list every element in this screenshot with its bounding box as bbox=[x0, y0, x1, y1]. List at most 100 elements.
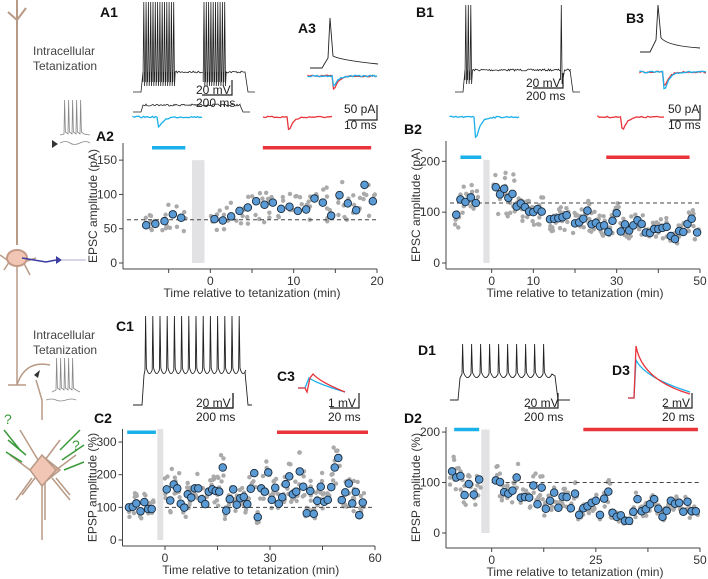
mean-point bbox=[225, 494, 234, 504]
raw-point bbox=[336, 200, 341, 205]
raw-point bbox=[475, 194, 481, 200]
raw-point bbox=[372, 192, 378, 197]
trace-c1 bbox=[133, 315, 252, 406]
mean-point bbox=[214, 487, 224, 496]
mean-point bbox=[583, 206, 592, 215]
mean-point bbox=[620, 220, 630, 229]
raw-point bbox=[465, 473, 471, 479]
raw-point bbox=[565, 219, 570, 225]
y-tick-label: 0 bbox=[433, 256, 440, 270]
raw-point bbox=[253, 212, 258, 218]
x-tick-label: 0 bbox=[162, 551, 169, 565]
mean-point bbox=[313, 496, 322, 506]
mean-point bbox=[310, 194, 319, 203]
raw-point bbox=[515, 461, 521, 467]
raw-point bbox=[216, 475, 221, 481]
raw-point bbox=[172, 475, 178, 480]
mean-point bbox=[172, 484, 182, 493]
x-axis-label: Time relative to tetanization (min) bbox=[162, 563, 339, 577]
mean-point bbox=[140, 497, 149, 507]
raw-point bbox=[505, 483, 510, 488]
raw-point bbox=[226, 502, 232, 508]
raw-point bbox=[572, 480, 578, 486]
mean-point bbox=[301, 205, 311, 214]
raw-point bbox=[325, 491, 330, 497]
mean-point bbox=[132, 499, 141, 508]
x-tick-label: 50 bbox=[693, 553, 707, 567]
mean-point bbox=[466, 193, 476, 202]
raw-point bbox=[361, 196, 366, 202]
mean-point bbox=[264, 468, 273, 477]
mean-point bbox=[691, 507, 701, 516]
raw-point bbox=[690, 208, 696, 213]
raw-point bbox=[528, 504, 533, 509]
raw-point bbox=[469, 189, 475, 195]
raw-point bbox=[329, 472, 334, 477]
x-tick-label: 10 bbox=[527, 274, 541, 288]
raw-point bbox=[351, 508, 356, 514]
trace-c1-base bbox=[133, 103, 250, 113]
raw-point bbox=[269, 505, 274, 511]
x-tick-label: 25 bbox=[589, 553, 603, 567]
raw-point bbox=[263, 190, 269, 195]
raw-point bbox=[633, 490, 639, 495]
plot-c2: 0 100 200 300 0 30 60 Time relative to tetaniza… bbox=[86, 429, 382, 577]
raw-point bbox=[324, 185, 329, 190]
raw-point bbox=[615, 201, 620, 206]
raw-point bbox=[537, 215, 542, 220]
x-tick-label: 20 bbox=[370, 274, 384, 288]
raw-point bbox=[473, 502, 478, 507]
raw-point bbox=[497, 471, 503, 476]
raw-point bbox=[240, 213, 245, 219]
raw-point bbox=[257, 216, 262, 222]
raw-point bbox=[653, 234, 659, 239]
y-tick-label: 200 bbox=[420, 425, 440, 439]
raw-point bbox=[267, 210, 272, 215]
panel-label-d2: D2 bbox=[404, 410, 422, 426]
raw-point bbox=[181, 228, 187, 234]
y-tick-label: 100 bbox=[420, 205, 440, 219]
trace-a1-scalebar bbox=[202, 80, 233, 96]
mean-point bbox=[495, 190, 505, 199]
raw-point bbox=[301, 474, 306, 479]
mean-point bbox=[276, 204, 286, 214]
mean-point bbox=[574, 510, 584, 520]
mean-point bbox=[679, 227, 688, 237]
mean-point bbox=[351, 487, 361, 497]
raw-point bbox=[542, 513, 547, 518]
raw-point bbox=[269, 194, 274, 200]
mean-point bbox=[337, 495, 347, 505]
raw-point bbox=[535, 221, 541, 227]
mean-point bbox=[228, 485, 238, 494]
raw-point bbox=[308, 498, 314, 503]
mean-point bbox=[670, 234, 680, 244]
trace-c3-epsp-baseline bbox=[298, 377, 346, 393]
raw-point bbox=[185, 480, 190, 486]
trace-b3-epsc-baseline bbox=[639, 70, 706, 90]
mean-point bbox=[464, 479, 474, 489]
raw-point bbox=[210, 477, 215, 483]
mean-point bbox=[193, 484, 203, 493]
mean-point bbox=[168, 210, 178, 219]
trace-c3-epsp-post bbox=[298, 372, 346, 394]
trace-b-baseline-epsc bbox=[449, 115, 520, 139]
raw-point bbox=[239, 485, 245, 491]
raw-point bbox=[461, 500, 466, 505]
raw-point bbox=[525, 214, 530, 220]
raw-point bbox=[602, 504, 607, 509]
mean-point bbox=[151, 219, 160, 229]
trace-d3-scalebar bbox=[664, 393, 693, 409]
raw-point bbox=[600, 233, 606, 238]
mean-point bbox=[679, 507, 688, 517]
y-tick-label: 0 bbox=[433, 526, 440, 540]
trace-c1-scalebar bbox=[203, 393, 234, 409]
raw-point bbox=[366, 213, 372, 218]
mean-point bbox=[662, 506, 671, 516]
scalebar-b1-time: 200 ms bbox=[526, 89, 566, 103]
mean-point bbox=[533, 499, 542, 509]
raw-point bbox=[169, 466, 175, 472]
raw-point bbox=[149, 227, 154, 233]
raw-point bbox=[238, 221, 244, 226]
mean-point bbox=[469, 490, 479, 499]
mean-point bbox=[662, 222, 671, 232]
